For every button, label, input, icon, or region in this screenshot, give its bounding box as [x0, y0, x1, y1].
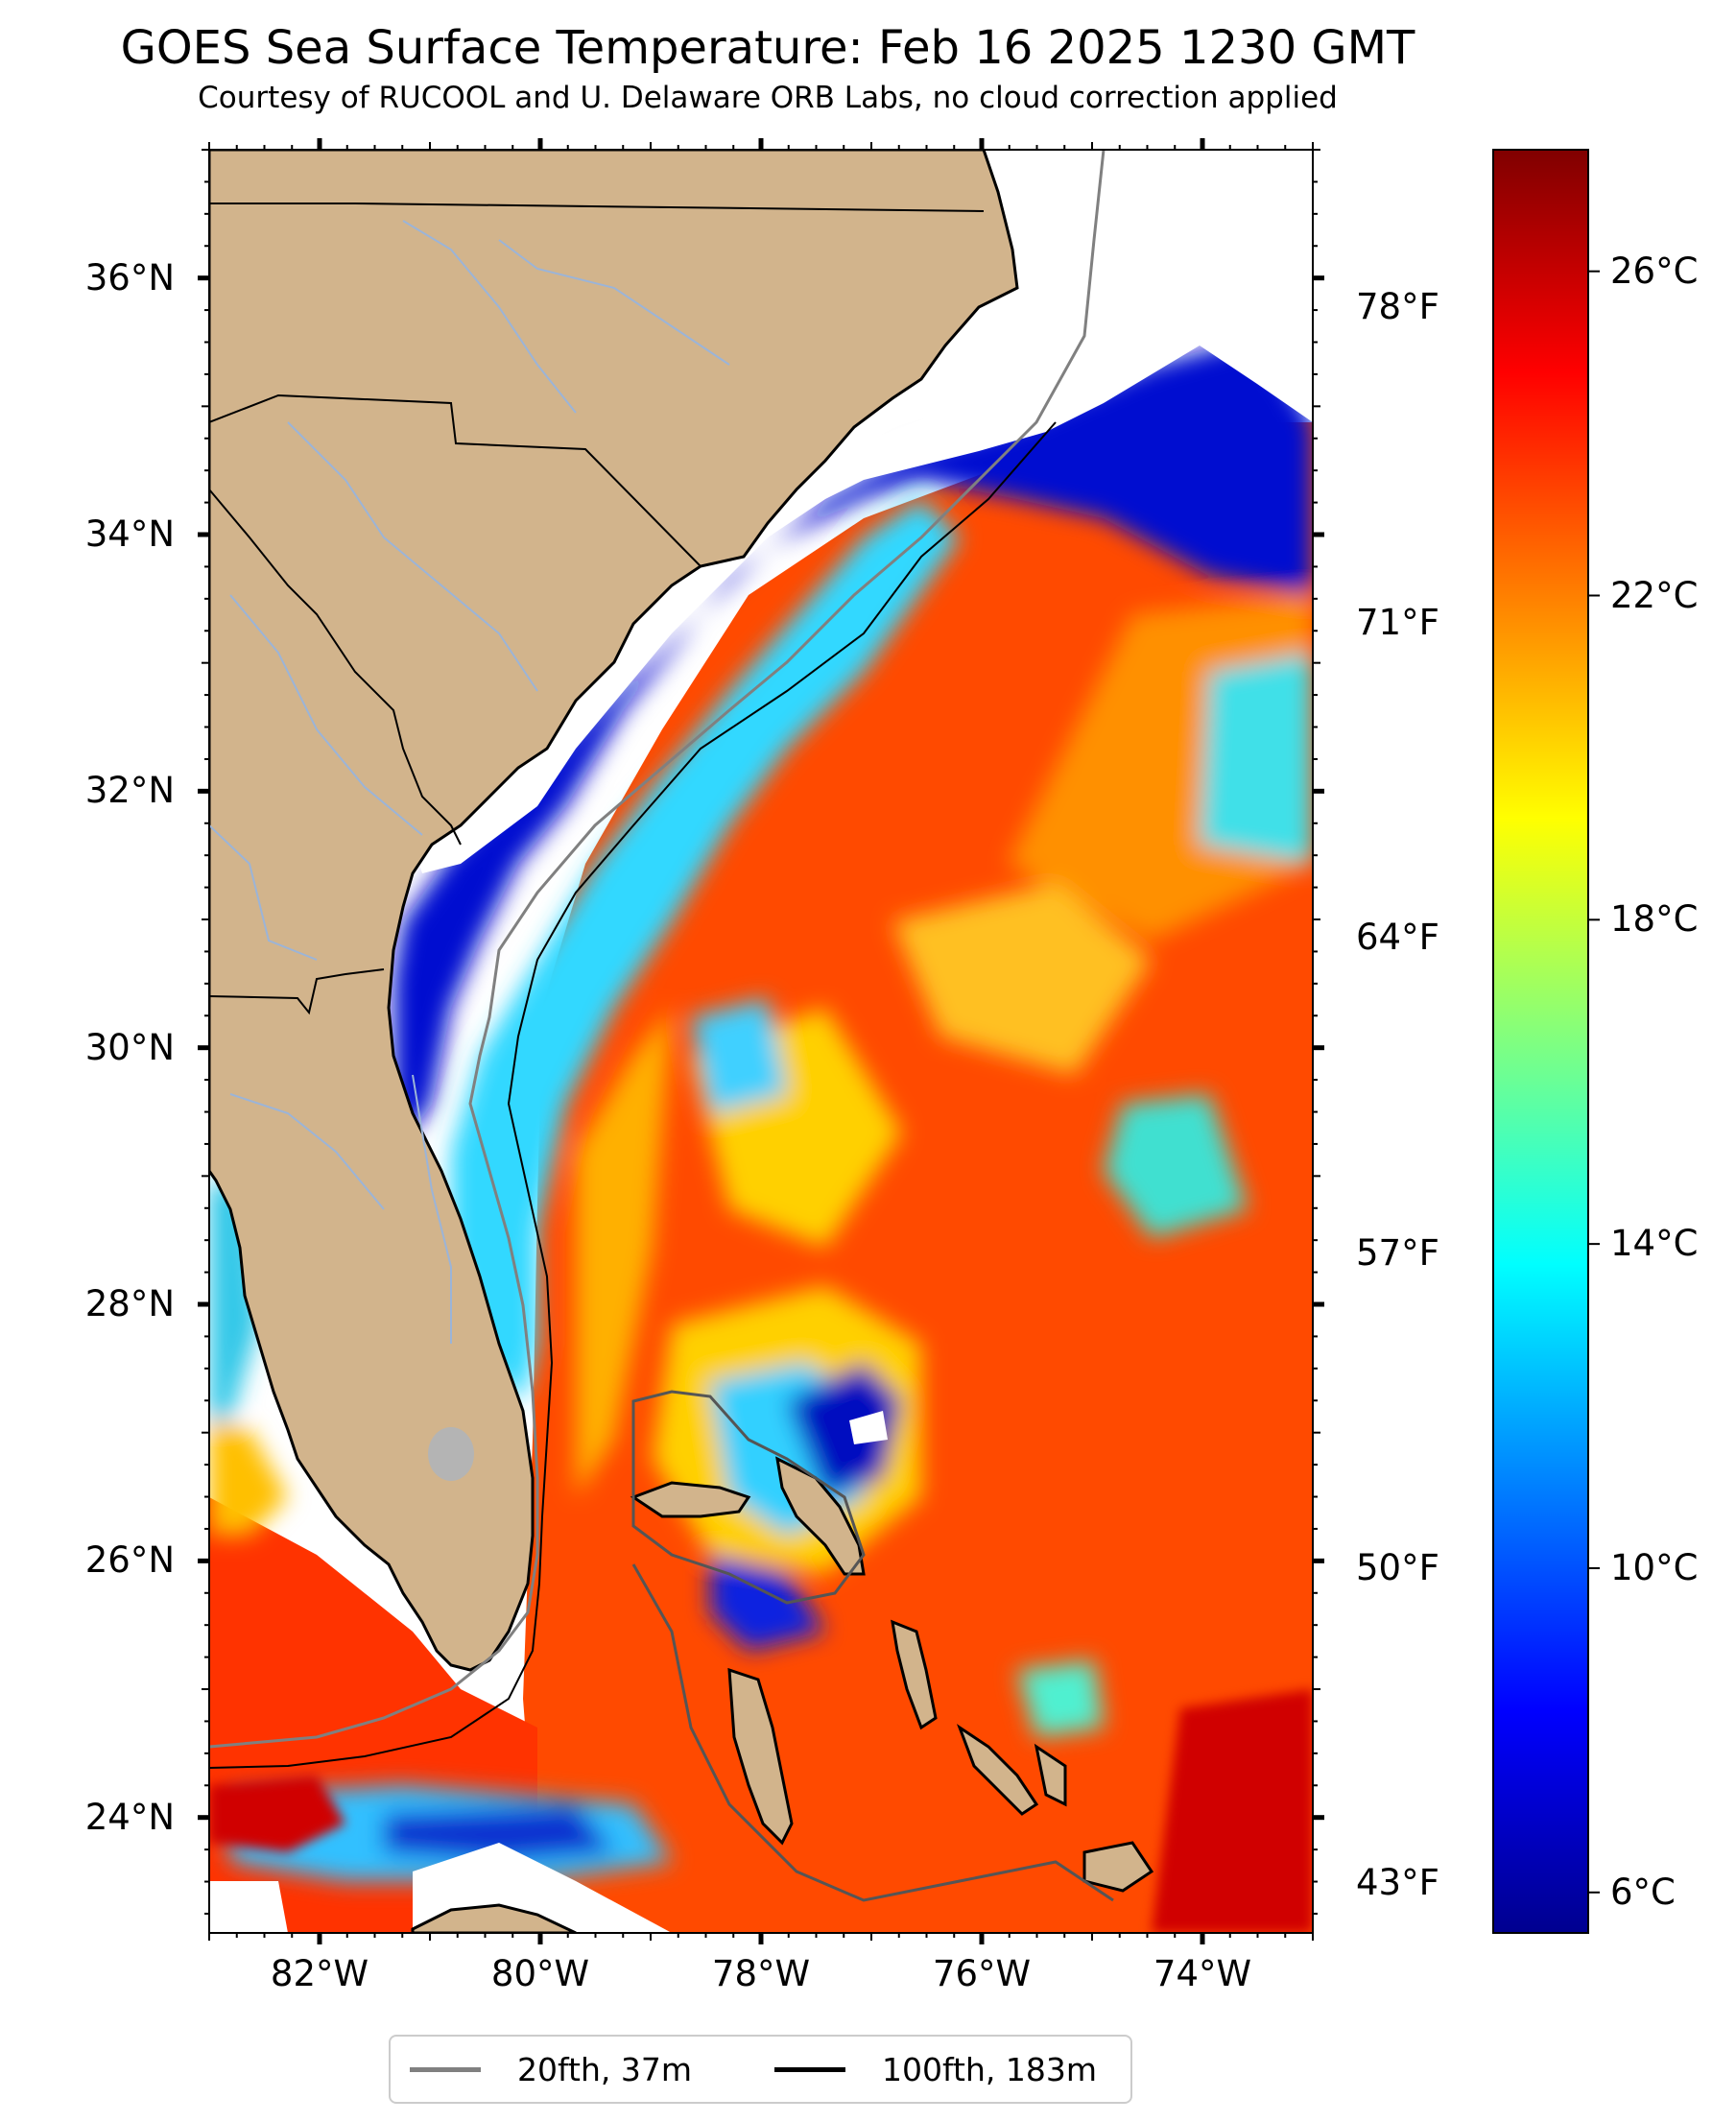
sst-cyan-mid — [691, 998, 787, 1113]
sst-map — [209, 150, 1313, 1933]
colorbar-ticks — [1588, 270, 1600, 1894]
land-cat-island — [956, 1724, 1039, 1816]
frame-ticks — [198, 138, 1324, 1944]
land — [209, 150, 1154, 1933]
page-subtitle: Courtesy of RUCOOL and U. Delaware ORB L… — [198, 81, 1338, 115]
lon-tick-label: 80°W — [490, 1953, 590, 1994]
page-title: GOES Sea Surface Temperature: Feb 16 202… — [120, 21, 1415, 75]
fahrenheit-tick-label: 64°F — [1356, 917, 1439, 959]
border-sc-ga — [209, 489, 462, 846]
fahrenheit-tick-label: 43°F — [1356, 1862, 1439, 1904]
celsius-tick-label: 6°C — [1610, 1871, 1676, 1913]
celsius-tick-label: 18°C — [1610, 898, 1699, 941]
land-cuba — [411, 1903, 577, 1933]
sst-gulf-yellow — [209, 1420, 288, 1536]
no-data-nc-shelf — [413, 150, 1313, 873]
celsius-tick-label: 14°C — [1610, 1223, 1699, 1265]
river-4 — [229, 594, 423, 836]
legend-swatch-100fth — [774, 2066, 845, 2072]
land-abaco — [775, 1456, 866, 1576]
river-5 — [209, 824, 318, 961]
rivers — [209, 220, 730, 1344]
legend-label-100fth: 100fth, 183m — [882, 2050, 1097, 2088]
lon-tick-label: 76°W — [932, 1953, 1032, 1994]
isobath-bahamas-bank — [631, 1390, 866, 1605]
lat-tick-label: 34°N — [84, 513, 175, 555]
sst-deep-red-ne — [1152, 1689, 1313, 1933]
river-3 — [287, 421, 538, 692]
legend-item-20fth: 20fth, 37m — [410, 2037, 692, 2102]
lon-tick-label: 78°W — [711, 1953, 811, 1994]
lat-tick-label: 30°N — [84, 1026, 175, 1068]
border-ga-fl — [209, 968, 385, 1015]
river-7 — [412, 1074, 452, 1344]
isobath-great-bahama-bank — [631, 1563, 1114, 1902]
lake-okeechobee — [428, 1427, 474, 1481]
lat-tick-label: 36°N — [84, 256, 175, 298]
sst-bahamas-cold — [787, 1363, 902, 1497]
state-borders — [209, 203, 985, 1015]
fahrenheit-tick-label: 57°F — [1356, 1231, 1439, 1274]
fahrenheit-tick-label: 50°F — [1356, 1546, 1439, 1588]
lat-tick-label: 24°N — [84, 1796, 175, 1838]
legend-swatch-20fth — [410, 2066, 481, 2072]
sst-cyan-east — [1200, 653, 1313, 864]
legend-item-100fth: 100fth, 183m — [774, 2037, 1097, 2102]
lat-tick-label: 32°N — [84, 770, 175, 812]
celsius-tick-label: 10°C — [1610, 1546, 1699, 1588]
land-long-island — [1034, 1743, 1067, 1807]
land-crooked-island — [1082, 1841, 1154, 1893]
isobath-20fth — [209, 150, 1106, 1749]
border-nc-sc — [209, 393, 702, 567]
sst-yellow-east — [892, 883, 1152, 1075]
land-eleuthera — [891, 1619, 938, 1730]
sst-cyan-south-patch — [1017, 1660, 1104, 1737]
land-grand-bahama — [630, 1481, 751, 1518]
lat-tick-label: 26°N — [84, 1539, 175, 1582]
river-6 — [229, 1093, 385, 1210]
colorbar-gradient — [1492, 149, 1589, 1934]
sst-deep-red-gulf — [209, 1776, 345, 1852]
sst-shelf-cyan — [451, 499, 960, 1401]
land-southeast-us — [209, 150, 1019, 1672]
isobath-100fth — [209, 421, 1057, 1769]
fahrenheit-tick-label: 71°F — [1356, 601, 1439, 643]
river-1 — [402, 220, 577, 414]
sst-cyan-east-2 — [1104, 1094, 1248, 1238]
lon-tick-label: 74°W — [1153, 1953, 1252, 1994]
lat-tick-label: 28°N — [84, 1283, 175, 1325]
isobath-legend: 20fth, 37m 100fth, 183m — [389, 2035, 1132, 2104]
land-andros — [727, 1667, 794, 1846]
legend-label-20fth: 20fth, 37m — [517, 2050, 692, 2088]
border-va-nc — [209, 203, 985, 212]
river-2 — [498, 239, 730, 366]
fahrenheit-tick-label: 78°F — [1356, 286, 1439, 328]
sst-florida-strait-blue — [384, 1804, 614, 1862]
sst-yellow-band-west — [576, 1008, 672, 1497]
lon-tick-label: 82°W — [270, 1953, 369, 1994]
celsius-tick-label: 22°C — [1610, 574, 1699, 616]
no-data-bahamas-spot — [849, 1411, 888, 1444]
celsius-tick-label: 26°C — [1610, 250, 1699, 292]
no-data-gulf-corner — [209, 1881, 288, 1933]
